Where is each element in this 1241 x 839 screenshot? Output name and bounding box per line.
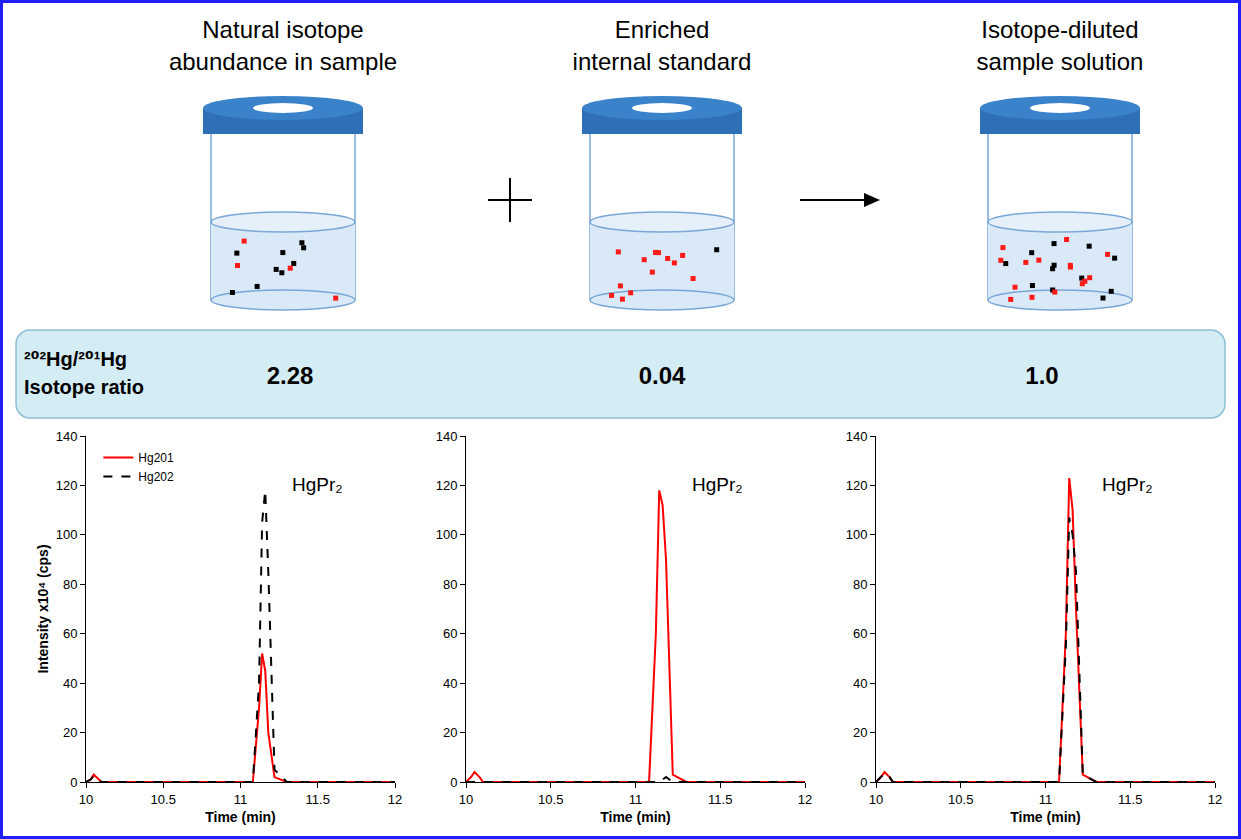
svg-text:0.04: 0.04 — [639, 362, 686, 389]
svg-text:11: 11 — [234, 792, 248, 807]
svg-text:120: 120 — [56, 478, 78, 493]
svg-text:0: 0 — [450, 775, 457, 790]
svg-text:100: 100 — [846, 527, 868, 542]
svg-text:Isotope-diluted: Isotope-diluted — [981, 16, 1138, 43]
svg-text:1.0: 1.0 — [1025, 362, 1058, 389]
svg-text:Time (min): Time (min) — [205, 809, 276, 825]
svg-text:abundance in sample: abundance in sample — [169, 48, 397, 75]
svg-text:10: 10 — [869, 792, 883, 807]
svg-text:0: 0 — [860, 775, 867, 790]
svg-text:11.5: 11.5 — [708, 792, 732, 807]
svg-text:Intensity x10⁴ (cps): Intensity x10⁴ (cps) — [35, 544, 51, 673]
svg-text:Time (min): Time (min) — [600, 809, 671, 825]
svg-text:80: 80 — [853, 577, 867, 592]
svg-text:11: 11 — [629, 792, 643, 807]
svg-text:20: 20 — [63, 725, 77, 740]
svg-text:Hg202: Hg202 — [138, 470, 174, 484]
svg-text:60: 60 — [853, 626, 867, 641]
svg-text:60: 60 — [443, 626, 457, 641]
svg-text:120: 120 — [846, 478, 868, 493]
svg-text:internal standard: internal standard — [573, 48, 752, 75]
svg-text:20: 20 — [443, 725, 457, 740]
svg-text:11: 11 — [1039, 792, 1053, 807]
svg-text:HgPr₂: HgPr₂ — [1102, 474, 1153, 495]
svg-text:Enriched: Enriched — [615, 16, 710, 43]
svg-text:11.5: 11.5 — [1118, 792, 1142, 807]
svg-text:10.5: 10.5 — [538, 792, 563, 807]
svg-text:HgPr₂: HgPr₂ — [292, 474, 343, 495]
svg-text:10: 10 — [79, 792, 93, 807]
svg-text:2.28: 2.28 — [267, 362, 314, 389]
svg-text:11.5: 11.5 — [306, 792, 330, 807]
svg-text:12: 12 — [798, 792, 812, 807]
svg-text:140: 140 — [56, 429, 78, 444]
svg-text:12: 12 — [1208, 792, 1222, 807]
svg-text:80: 80 — [63, 577, 77, 592]
svg-text:Natural isotope: Natural isotope — [202, 16, 363, 43]
svg-text:80: 80 — [443, 577, 457, 592]
svg-text:Isotope ratio: Isotope ratio — [24, 376, 144, 398]
svg-text:²⁰²Hg/²⁰¹Hg: ²⁰²Hg/²⁰¹Hg — [24, 348, 127, 370]
svg-text:40: 40 — [853, 676, 867, 691]
svg-text:HgPr₂: HgPr₂ — [692, 474, 743, 495]
svg-text:0: 0 — [70, 775, 77, 790]
svg-text:120: 120 — [436, 478, 458, 493]
svg-text:12: 12 — [388, 792, 402, 807]
svg-text:140: 140 — [436, 429, 458, 444]
svg-text:60: 60 — [63, 626, 77, 641]
svg-text:Time (min): Time (min) — [1010, 809, 1081, 825]
svg-text:40: 40 — [443, 676, 457, 691]
svg-text:10.5: 10.5 — [151, 792, 176, 807]
svg-text:40: 40 — [63, 676, 77, 691]
svg-text:100: 100 — [56, 527, 78, 542]
svg-text:10.5: 10.5 — [948, 792, 973, 807]
svg-text:100: 100 — [436, 527, 458, 542]
svg-text:10: 10 — [459, 792, 473, 807]
svg-text:20: 20 — [853, 725, 867, 740]
svg-text:140: 140 — [846, 429, 868, 444]
svg-text:sample solution: sample solution — [977, 48, 1144, 75]
svg-text:Hg201: Hg201 — [138, 451, 174, 465]
